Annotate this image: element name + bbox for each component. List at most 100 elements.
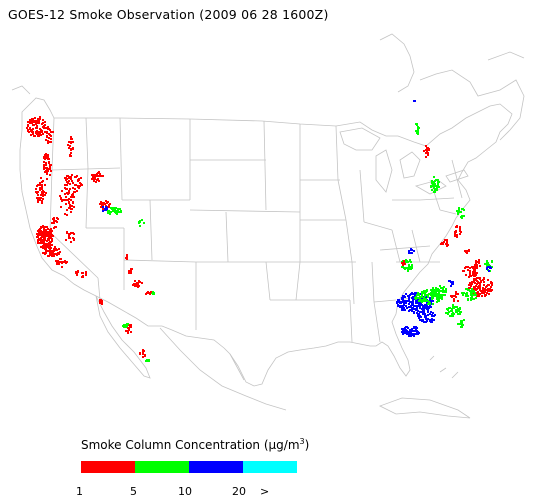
smoke-pixel — [98, 171, 100, 173]
smoke-pixel — [42, 195, 44, 197]
legend-title-suffix: ) — [304, 438, 310, 452]
smoke-pixel — [459, 229, 461, 231]
smoke-pixel — [37, 194, 39, 196]
smoke-pixel — [440, 243, 442, 245]
smoke-pixel — [489, 266, 491, 268]
smoke-pixel — [459, 226, 461, 228]
smoke-pixel — [462, 294, 464, 296]
smoke-pixel — [71, 174, 73, 176]
smoke-pixel — [145, 293, 147, 295]
smoke-pixel — [74, 188, 76, 190]
smoke-pixel — [50, 131, 52, 133]
smoke-pixel — [35, 123, 37, 125]
smoke-pixel — [100, 299, 102, 301]
smoke-pixel — [42, 198, 44, 200]
smoke-pixel — [455, 226, 457, 228]
smoke-pixel — [69, 204, 71, 206]
smoke-pixel — [47, 154, 49, 156]
smoke-pixel — [39, 189, 41, 191]
smoke-pixel — [50, 247, 52, 249]
smoke-pixel — [491, 284, 493, 286]
smoke-pixel — [461, 324, 463, 326]
smoke-pixel — [130, 269, 132, 271]
smoke-pixel — [57, 260, 59, 262]
smoke-pixel — [99, 203, 101, 205]
smoke-pixel — [126, 325, 128, 327]
smoke-pixel — [66, 175, 68, 177]
smoke-pixel — [72, 237, 74, 239]
smoke-pixel — [480, 280, 482, 282]
smoke-pixel — [120, 210, 122, 212]
smoke-pixel — [37, 131, 39, 133]
smoke-pixel — [431, 314, 433, 316]
smoke-pixel — [115, 212, 117, 214]
smoke-pixel — [468, 250, 470, 252]
smoke-pixel — [425, 156, 427, 158]
smoke-pixel — [429, 303, 431, 305]
smoke-pixel — [38, 121, 40, 123]
smoke-pixel — [117, 209, 119, 211]
smoke-pixel — [447, 309, 449, 311]
smoke-pixel — [43, 191, 45, 193]
smoke-pixel — [427, 295, 429, 297]
smoke-pixel — [421, 294, 423, 296]
smoke-pixel — [424, 295, 426, 297]
smoke-pixel — [471, 298, 473, 300]
smoke-pixel — [438, 299, 440, 301]
smoke-pixel — [473, 278, 475, 280]
smoke-pixel — [445, 288, 447, 290]
smoke-pixel — [62, 199, 64, 201]
great-lakes — [339, 127, 469, 195]
smoke-pixel — [431, 189, 433, 191]
legend-title-prefix: Smoke Column Concentration ( — [81, 438, 269, 452]
smoke-pixel — [433, 187, 435, 189]
smoke-pixel — [479, 278, 481, 280]
smoke-pixel — [68, 202, 70, 204]
smoke-pixel — [38, 232, 40, 234]
smoke-pixel — [47, 156, 49, 158]
smoke-pixel — [401, 331, 403, 333]
smoke-pixel — [486, 292, 488, 294]
smoke-pixel — [459, 233, 461, 235]
smoke-pixel — [471, 266, 473, 268]
legend-swatch-10-20 — [189, 461, 243, 473]
smoke-pixel — [138, 285, 140, 287]
smoke-pixel — [487, 290, 489, 292]
smoke-pixel — [45, 252, 47, 254]
legend-tick-5: 5 — [130, 485, 137, 498]
smoke-pixel — [410, 249, 412, 251]
smoke-pixel — [138, 281, 140, 283]
smoke-pixel — [142, 352, 144, 354]
smoke-pixel — [76, 190, 78, 192]
smoke-pixel — [474, 272, 476, 274]
smoke-pixel — [476, 261, 478, 263]
smoke-pixel — [39, 182, 41, 184]
smoke-pixel — [45, 167, 47, 169]
smoke-pixel — [490, 281, 492, 283]
smoke-pixel — [49, 249, 51, 251]
smoke-pixel — [461, 292, 463, 294]
smoke-pixel — [133, 283, 135, 285]
smoke-pixel — [439, 295, 441, 297]
smoke-pixel — [46, 131, 48, 133]
smoke-pixel — [420, 311, 422, 313]
smoke-pixel — [141, 219, 143, 221]
smoke-pixel — [72, 196, 74, 198]
smoke-pixel — [33, 135, 35, 137]
smoke-pixel — [475, 278, 477, 280]
smoke-pixel — [29, 127, 31, 129]
smoke-pixel — [27, 121, 29, 123]
state-lines — [49, 117, 463, 343]
smoke-pixel — [108, 206, 110, 208]
smoke-pixel — [50, 170, 52, 172]
smoke-pixel — [418, 317, 420, 319]
smoke-pixel — [46, 246, 48, 248]
smoke-pixel — [433, 315, 435, 317]
smoke-pixel — [95, 181, 97, 183]
smoke-pixel — [47, 158, 49, 160]
smoke-pixel — [446, 245, 448, 247]
smoke-pixel — [50, 237, 52, 239]
smoke-pixel — [64, 213, 66, 215]
smoke-pixel — [457, 211, 459, 213]
smoke-pixel — [404, 327, 406, 329]
